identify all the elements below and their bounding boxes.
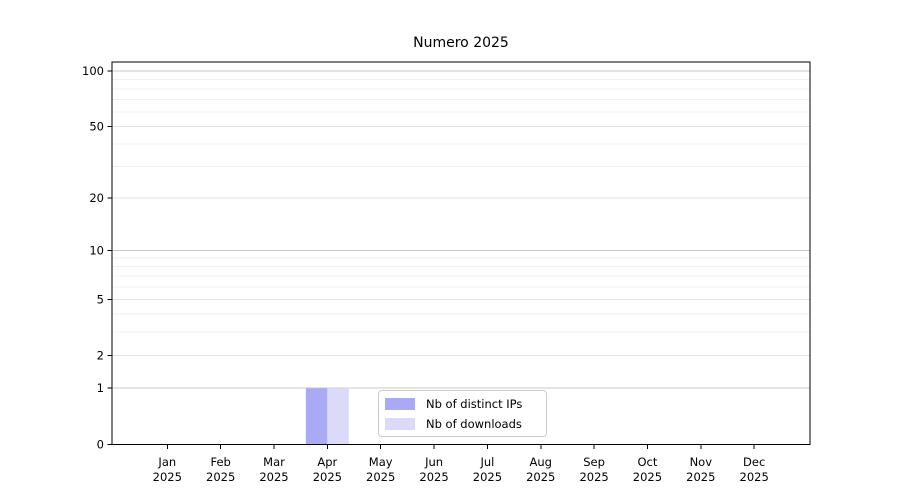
x-tick-label-month: Jan (157, 455, 176, 469)
x-tick-label-month: Apr (317, 455, 337, 469)
x-tick-label-year: 2025 (153, 470, 182, 484)
x-tick-label-year: 2025 (366, 470, 395, 484)
y-tick-label: 0 (97, 437, 104, 451)
legend-item: Nb of downloads (385, 416, 546, 431)
x-tick-label-year: 2025 (526, 470, 555, 484)
y-tick-label: 2 (97, 348, 104, 362)
legend-label: Nb of distinct IPs (426, 396, 523, 411)
x-tick-label-year: 2025 (686, 470, 715, 484)
y-tick-label: 100 (82, 64, 104, 78)
y-tick-label: 50 (89, 119, 104, 133)
x-tick-label-month: Jul (479, 455, 494, 469)
y-tick-label: 10 (89, 243, 104, 257)
legend-swatch-downloads (385, 417, 415, 430)
x-tick-label-month: May (369, 455, 393, 469)
y-tick-label: 20 (89, 191, 104, 205)
x-tick-label-month: Nov (690, 455, 713, 469)
x-tick-label-month: Feb (210, 455, 230, 469)
legend-swatch-distinct-ips (385, 397, 415, 410)
x-tick-label-year: 2025 (313, 470, 342, 484)
x-tick-label-year: 2025 (259, 470, 288, 484)
x-tick-label-month: Aug (530, 455, 552, 469)
x-tick-label-year: 2025 (740, 470, 769, 484)
x-tick-label-year: 2025 (206, 470, 235, 484)
axis-frame (111, 61, 811, 445)
x-tick-label-year: 2025 (419, 470, 448, 484)
y-tick-label: 5 (97, 292, 104, 306)
x-tick-label-month: Dec (743, 455, 765, 469)
x-tick-label-year: 2025 (633, 470, 662, 484)
legend-label: Nb of downloads (426, 416, 522, 431)
bar-distinct-ips (305, 388, 328, 445)
legend: Nb of distinct IPs Nb of downloads (378, 390, 547, 437)
x-tick-label-year: 2025 (473, 470, 502, 484)
bar-downloads (327, 388, 349, 445)
x-tick-label-month: Mar (263, 455, 285, 469)
x-tick-label-month: Sep (583, 455, 605, 469)
x-tick-label-month: Jun (424, 455, 443, 469)
y-tick-label: 1 (97, 381, 104, 395)
x-tick-label-month: Oct (638, 455, 658, 469)
legend-item: Nb of distinct IPs (385, 396, 546, 411)
chart-title: Numero 2025 (413, 35, 509, 51)
x-tick-label-year: 2025 (579, 470, 608, 484)
